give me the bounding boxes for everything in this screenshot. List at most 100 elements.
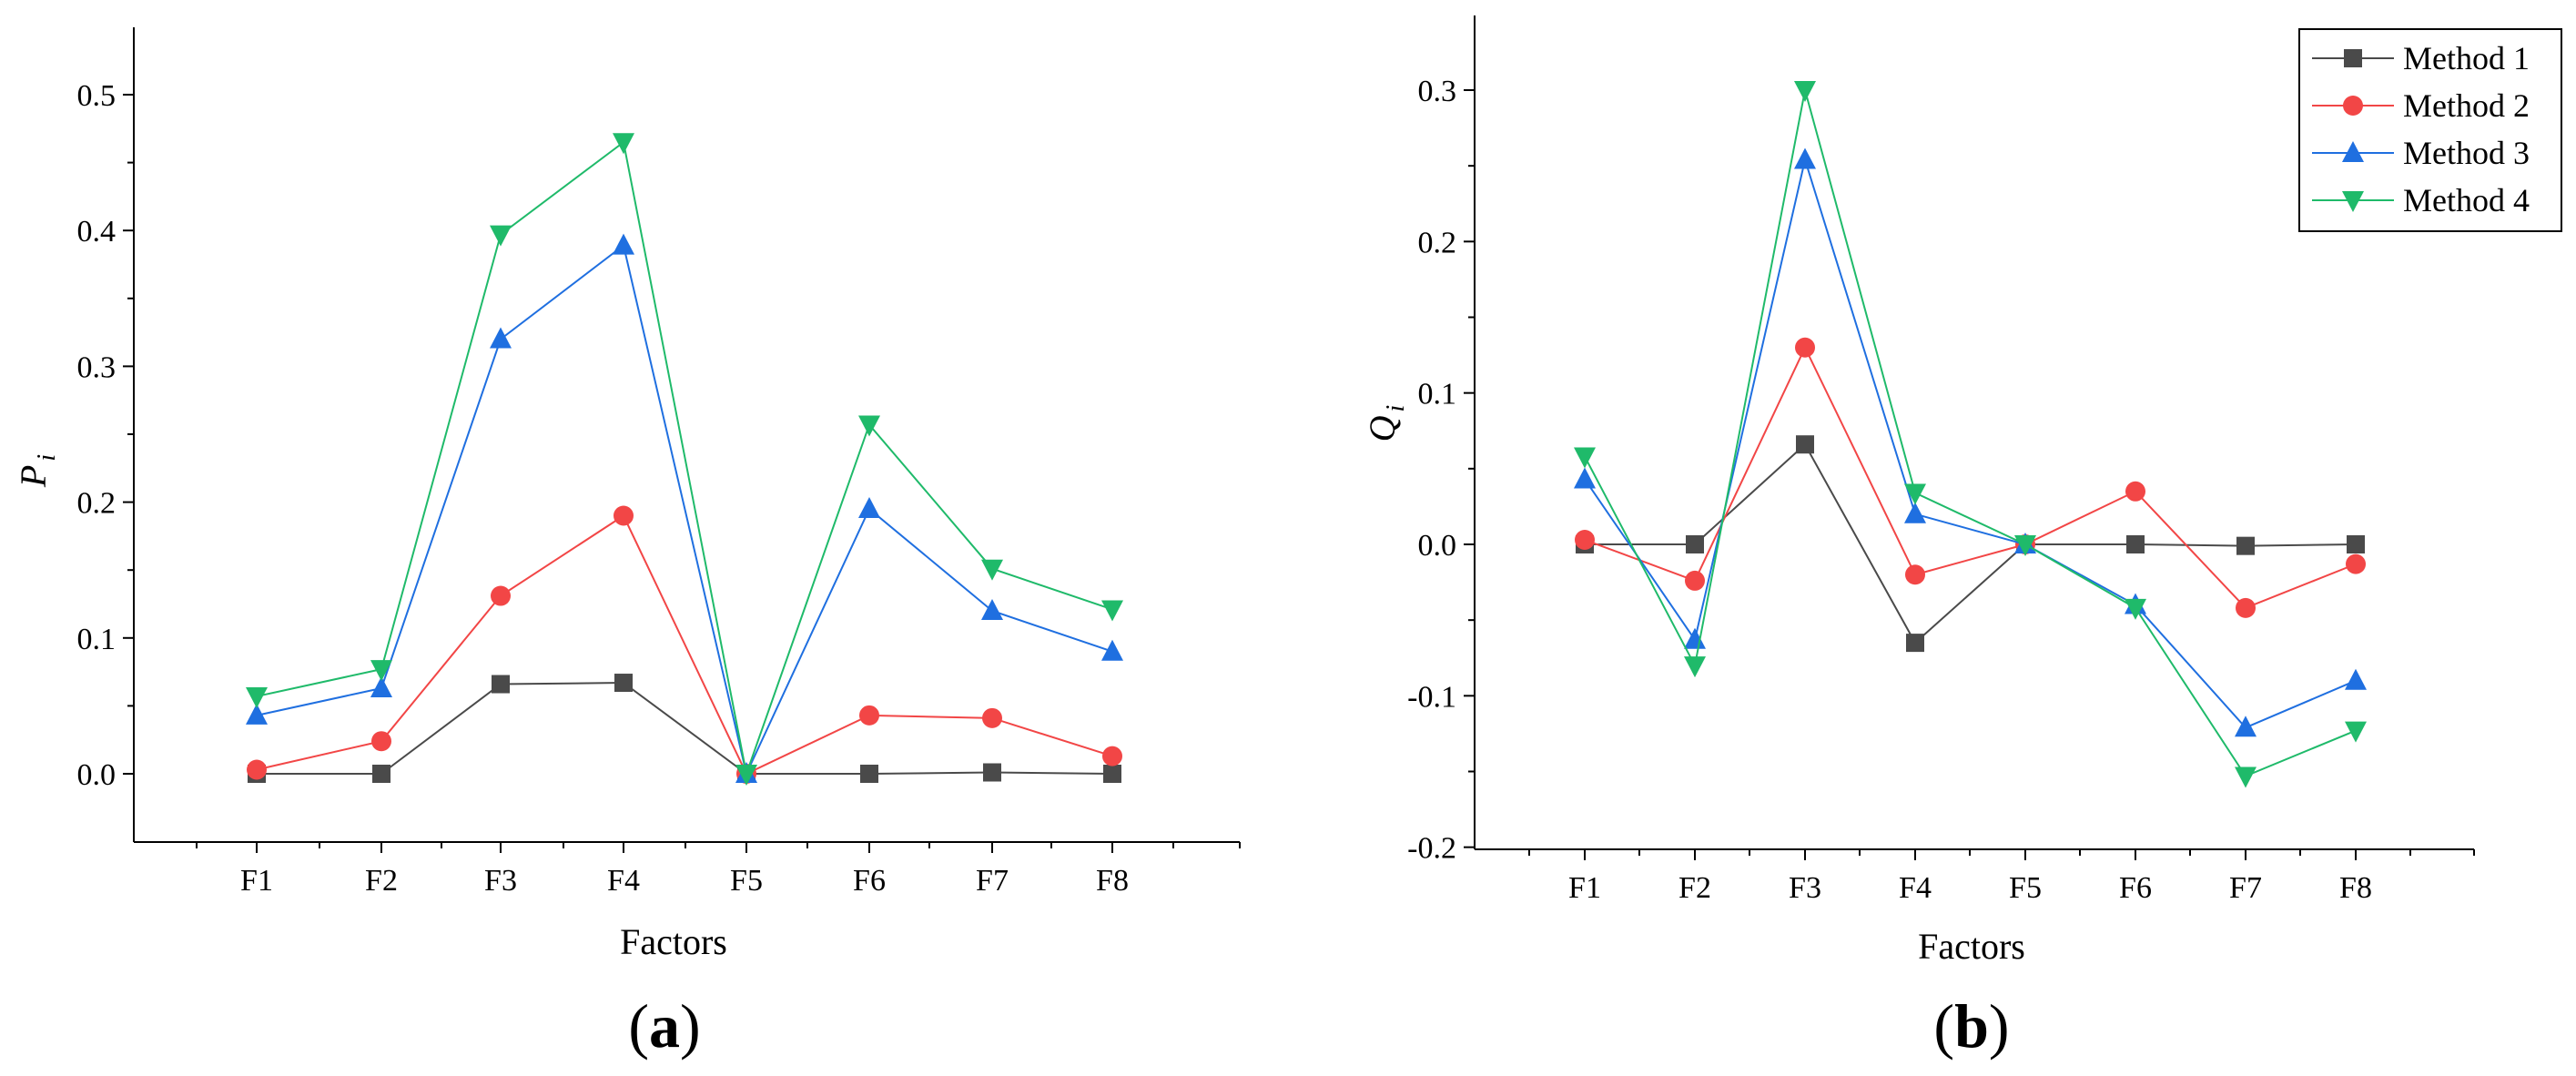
panel-a-point-method-3-f7 <box>981 598 1003 620</box>
panel-a-line-method-4 <box>256 140 1113 777</box>
panel-b-point-method-3-f7 <box>2235 716 2257 737</box>
panel-a-ylabel-sub: i <box>33 454 61 462</box>
panel-b-ytick-label: -0.1 <box>1407 680 1456 714</box>
panel-b-yticks: -0.2 -0.1 0.0 0.1 0.2 0.3 <box>1407 75 1475 866</box>
panel-b-ytick-label: 0.0 <box>1418 529 1457 563</box>
legend-marker-method-2 <box>2343 96 2363 116</box>
panel-a-point-method-4-f2 <box>370 660 392 682</box>
panel-b-point-method-1-f4 <box>1906 634 1924 653</box>
panel-a-line-method-2 <box>256 514 1113 776</box>
panel-b-ytick-label: 0.3 <box>1418 75 1457 108</box>
panel-b-point-method-4-f1 <box>1574 447 1596 469</box>
legend-box <box>2298 28 2562 232</box>
panel-a-xtick-label-f5: F5 <box>730 864 763 898</box>
panel-a-point-method-4-f5 <box>735 765 757 786</box>
panel-b-point-method-3-f3 <box>1794 147 1816 169</box>
panel-b-series-method-3 <box>1574 147 2367 737</box>
panel-a-point-method-3-f6 <box>858 497 880 519</box>
panel-b-xtick-label-f1: F1 <box>1568 871 1601 905</box>
panel-b-series-method-4 <box>1574 81 2367 788</box>
panel-b-line-method-4 <box>1584 89 2357 777</box>
legend-entry-method-3: Method 3 <box>2312 135 2530 171</box>
panel-b: -0.2 -0.1 0.0 0.1 0.2 0.3 F1 F2 F3 F4 F5 F6 F7 F8 Fa… <box>1362 15 2562 1061</box>
panel-a: 0.0 0.1 0.2 0.3 0.4 0.5 F1 F2 F3 F4 F5 F6 F7 F8 Fact… <box>13 27 1241 1061</box>
legend-entry-method-4: Method 4 <box>2312 182 2530 218</box>
panel-b-line-method-3 <box>1584 156 2357 729</box>
panel-a-label: (a) <box>628 991 700 1061</box>
panel-b-point-method-1-f2 <box>1686 535 1704 553</box>
panel-b-line-method-1 <box>1585 442 2357 645</box>
panel-a-point-method-2-f4 <box>614 505 634 526</box>
panel-a-series-method-4 <box>246 133 1123 786</box>
panel-b-point-method-4-f4 <box>1904 483 1926 505</box>
panel-b-point-method-2-f7 <box>2236 597 2256 618</box>
legend-label-method-4: Method 4 <box>2403 182 2530 218</box>
panel-b-ytick-label: -0.2 <box>1407 832 1456 866</box>
panel-b-point-method-4-f7 <box>2235 766 2257 788</box>
panel-a-xtick-label-f7: F7 <box>976 864 1009 898</box>
panel-a-xtick-label-f8: F8 <box>1096 864 1129 898</box>
panel-a-ytick-label: 0.4 <box>77 215 117 249</box>
panel-a-point-method-2-f3 <box>491 585 511 606</box>
panel-a-xtick-label-f4: F4 <box>607 864 640 898</box>
panel-a-line-method-3 <box>256 243 1113 777</box>
panel-b-point-method-4-f3 <box>1794 81 1816 102</box>
panel-a-point-method-4-f6 <box>858 415 880 437</box>
panel-b-point-method-1-f6 <box>2126 535 2145 553</box>
panel-b-point-method-1-f7 <box>2236 536 2255 555</box>
panel-a-point-method-3-f2 <box>370 676 392 698</box>
panel-b-axes <box>1474 15 2474 850</box>
panel-b-xtick-label-f2: F2 <box>1678 871 1711 905</box>
legend-label-method-1: Method 1 <box>2403 40 2530 76</box>
panel-a-xtick-label-f6: F6 <box>853 864 886 898</box>
legend: Method 1 Method 2 Method 3 Method 4 <box>2298 28 2562 232</box>
panel-a-ytick-label: 0.2 <box>77 487 117 521</box>
panel-a-point-method-3-f4 <box>613 233 634 255</box>
panel-a-point-method-1-f3 <box>492 675 510 694</box>
panel-a-point-method-4-f3 <box>490 225 512 247</box>
panel-b-point-method-3-f2 <box>1684 627 1706 649</box>
panel-a-ytick-label: 0.1 <box>77 623 117 656</box>
panel-b-series-method-2 <box>1575 337 2366 618</box>
panel-b-xtick-label-f5: F5 <box>2009 871 2042 905</box>
legend-marker-method-4 <box>2342 191 2364 212</box>
panel-b-xticks: F1 F2 F3 F4 F5 F6 F7 F8 <box>1528 849 2475 905</box>
panel-a-point-method-3-f8 <box>1101 639 1123 661</box>
legend-marker-method-1 <box>2344 49 2362 67</box>
panel-a-point-method-2-f2 <box>371 731 391 752</box>
legend-entry-method-1: Method 1 <box>2312 40 2530 76</box>
panel-b-point-method-4-f8 <box>2345 721 2367 743</box>
legend-label-method-2: Method 2 <box>2403 87 2530 124</box>
panel-a-point-method-4-f1 <box>246 686 268 708</box>
panel-b-ylabel: Qi <box>1362 405 1410 442</box>
panel-b-point-method-3-f8 <box>2345 668 2367 690</box>
panel-a-series-method-2 <box>247 505 1122 784</box>
panel-b-point-method-3-f4 <box>1904 502 1926 523</box>
panel-b-xtick-label-f8: F8 <box>2339 871 2372 905</box>
panel-a-point-method-2-f7 <box>982 707 1002 728</box>
panel-a-point-method-2-f8 <box>1102 746 1122 766</box>
panel-a-point-method-4-f4 <box>613 133 634 155</box>
panel-b-series-method-1 <box>1576 435 2365 653</box>
panel-a-xlabel: Factors <box>620 921 727 962</box>
panel-b-point-method-3-f1 <box>1574 467 1596 489</box>
panel-b-xtick-label-f3: F3 <box>1789 871 1821 905</box>
panel-b-point-method-2-f3 <box>1795 337 1815 358</box>
legend-entry-method-2: Method 2 <box>2312 87 2530 124</box>
legend-marker-method-3 <box>2342 141 2364 162</box>
panel-b-xtick-label-f4: F4 <box>1899 871 1932 905</box>
panel-b-point-method-1-f8 <box>2347 535 2365 553</box>
panel-b-letter: b <box>1954 991 1989 1061</box>
panel-a-xtick-label-f3: F3 <box>484 864 517 898</box>
panel-a-ylabel-main: P <box>13 465 54 488</box>
panel-a-xtick-label-f2: F2 <box>365 864 398 898</box>
panel-a-ytick-label: 0.0 <box>77 758 117 792</box>
panel-a-series <box>246 133 1123 786</box>
panel-b-ytick-label: 0.2 <box>1418 226 1457 259</box>
legend-label-method-3: Method 3 <box>2403 135 2530 171</box>
panel-a-xtick-label-f1: F1 <box>240 864 273 898</box>
panel-a-point-method-1-f6 <box>860 765 878 783</box>
panel-b-point-method-2-f6 <box>2125 481 2145 502</box>
panel-b-series <box>1574 81 2367 788</box>
